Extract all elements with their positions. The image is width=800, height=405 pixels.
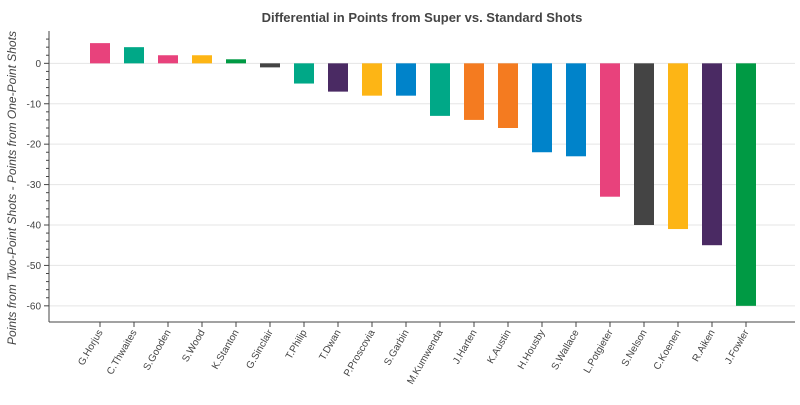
x-tick-labels: G.Horjus C.Thwaites S.Gooden S.Wood K.Stanto…: [76, 322, 752, 386]
bar-c-koenen: [668, 63, 688, 230]
x-tick-label: P.Proscovia: [342, 328, 378, 379]
x-tick-label: M.Kumwenda: [406, 328, 446, 387]
gridlines: [49, 62, 795, 307]
x-tick-label: H.Housby: [516, 328, 547, 372]
bar-k-austin: [498, 63, 518, 129]
x-tick-label: R.Aiken: [691, 328, 718, 364]
x-tick-label: K.Stanton: [210, 328, 241, 372]
bar-s-nelson: [634, 63, 654, 226]
bar-s-garbin: [396, 63, 416, 96]
x-tick-label: T.Philip: [284, 328, 310, 362]
x-tick-label: G.Sinclair: [244, 327, 276, 371]
x-tick-label: J.Fowler: [723, 327, 752, 366]
y-tick-label: -10: [27, 99, 42, 110]
x-tick-label: C.Koenen: [652, 328, 684, 372]
x-tick-label: S.Nelson: [620, 328, 650, 369]
x-tick-label: S.Garbin: [382, 328, 411, 368]
y-tick-label: -20: [27, 140, 42, 151]
bar-g-sinclair: [260, 63, 280, 68]
bar-g-horjus: [90, 43, 110, 64]
bar-j-harten: [464, 63, 484, 120]
bar-k-stanton: [226, 59, 246, 64]
bar-j-fowler: [736, 63, 756, 306]
x-tick-label: G.Horjus: [76, 328, 105, 368]
bar-l-potgieter: [600, 63, 620, 197]
x-tick-label: J.Harten: [451, 328, 479, 366]
y-tick-label: -50: [27, 261, 42, 272]
bar-r-aiken: [702, 63, 722, 246]
bar-p-proscovia: [362, 63, 382, 96]
y-tick-label: -30: [27, 180, 42, 191]
bar-t-philip: [294, 63, 314, 84]
y-axis-label: Points from Two-Point Shots - Points fro…: [5, 31, 19, 345]
bar-s-wood: [192, 55, 212, 64]
x-tick-label: K.Austin: [485, 328, 513, 366]
bars: [90, 43, 756, 306]
y-tick-labels: 0 -10 -20 -30 -40 -50 -60: [27, 38, 49, 312]
x-tick-label: S.Wallace: [550, 328, 582, 373]
x-tick-label: C.Thwaites: [105, 328, 140, 377]
y-tick-label: 0: [35, 59, 41, 70]
bar-t-dwan: [328, 63, 348, 92]
bar-c-thwaites: [124, 47, 144, 64]
x-tick-label: S.Gooden: [142, 328, 174, 373]
bar-s-wallace: [566, 63, 586, 157]
bar-h-housby: [532, 63, 552, 153]
y-tick-label: -60: [27, 301, 42, 312]
bar-s-gooden: [158, 55, 178, 64]
bar-m-kumwenda: [430, 63, 450, 116]
x-tick-label: T.Dwan: [317, 328, 343, 362]
y-tick-label: -40: [27, 221, 42, 232]
x-tick-label: S.Wood: [180, 328, 207, 364]
chart-title: Differential in Points from Super vs. St…: [262, 10, 583, 25]
x-tick-label: L.Potgieter: [582, 327, 616, 375]
